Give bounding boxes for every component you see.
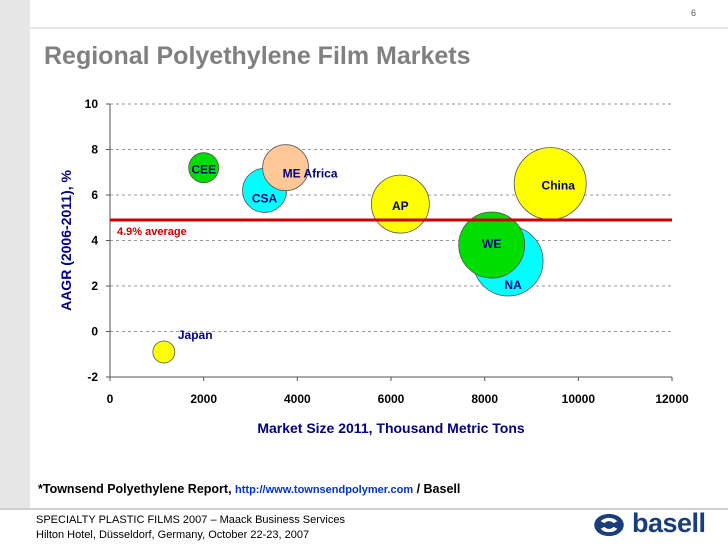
bubble-chart: -2 0 2 4 6 8 10 0 2000 4000 6000 8000 10000 12000 Mark…	[58, 97, 689, 436]
y-tick-label: 4	[91, 234, 98, 248]
slide-title: Regional Polyethylene Film Markets	[44, 42, 471, 70]
bubble-label-china: China	[542, 179, 576, 193]
bubble-label-csa: CSA	[252, 191, 278, 205]
bubble-label-ap: AP	[392, 199, 409, 213]
y-tick-label: -2	[87, 370, 98, 384]
y-tick-label: 8	[91, 143, 98, 157]
x-tick-label: 8000	[471, 392, 498, 406]
bubble-cee	[188, 152, 220, 184]
footer-venue-line: Hilton Hotel, Düsseldorf, Germany, Octob…	[36, 529, 310, 541]
x-tick-label: 6000	[378, 392, 405, 406]
bubble-japan	[152, 340, 176, 364]
x-tick-label: 12000	[655, 392, 689, 406]
footnote-url[interactable]: http://www.townsendpolymer.com	[235, 484, 414, 496]
y-axis-title: AAGR (2006-2011), %	[58, 170, 74, 311]
bubble-label-cee: CEE	[191, 163, 216, 177]
footnote-suffix: / Basell	[416, 482, 461, 496]
bubble-label-na: NA	[504, 278, 522, 292]
x-tick-label: 2000	[190, 392, 217, 406]
footer-event-line: SPECIALTY PLASTIC FILMS 2007 – Maack Bus…	[36, 514, 345, 526]
x-tick-label: 0	[107, 392, 114, 406]
left-decor-bar	[0, 0, 30, 508]
source-footnote: *Townsend Polyethylene Report, http://ww…	[38, 482, 460, 496]
basell-logo-icon	[594, 513, 624, 537]
y-tick-label: 10	[85, 97, 99, 111]
x-axis-title: Market Size 2011, Thousand Metric Tons	[257, 420, 525, 436]
basell-wordmark: basell	[632, 508, 706, 538]
bubble-label-japan: Japan	[178, 328, 213, 342]
top-rule	[30, 27, 728, 29]
bubble-we	[458, 211, 526, 279]
y-tick-label: 2	[91, 279, 98, 293]
average-line-label: 4.9% average	[117, 226, 187, 238]
bubble-label-we: WE	[482, 237, 501, 251]
bubble-me-africa	[262, 144, 310, 192]
footnote-prefix: *Townsend Polyethylene Report,	[38, 482, 232, 496]
x-tick-label: 10000	[562, 392, 596, 406]
y-tick-label: 6	[91, 188, 98, 202]
x-tick-label: 4000	[284, 392, 311, 406]
y-tick-label: 0	[91, 325, 98, 339]
bubble-label-me-africa: ME Africa	[283, 167, 338, 181]
page-number: 6	[690, 8, 696, 18]
